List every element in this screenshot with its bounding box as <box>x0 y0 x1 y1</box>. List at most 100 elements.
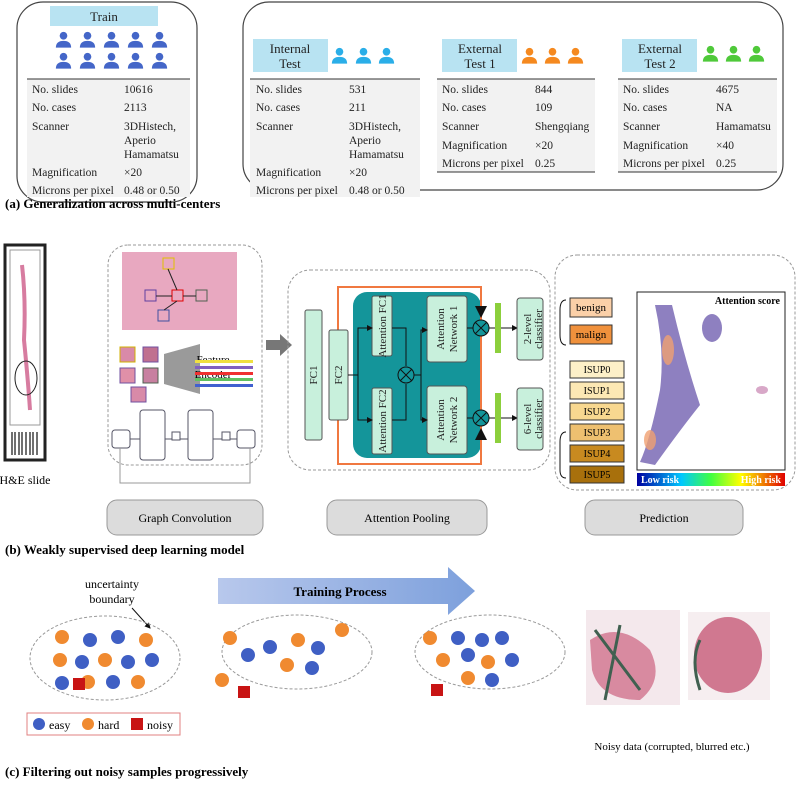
train-header <box>50 6 158 26</box>
barcode-icon <box>11 432 38 455</box>
svg-text:ISUP1: ISUP1 <box>584 386 611 397</box>
svg-text:2113: 2113 <box>124 102 147 114</box>
tissue-image <box>122 252 237 330</box>
svg-text:Test 1: Test 1 <box>464 56 495 71</box>
svg-text:0.48 or 0.50: 0.48 or 0.50 <box>349 185 405 197</box>
boundary-ellipse-2 <box>221 614 373 690</box>
external2-header <box>622 39 697 72</box>
train-people-icon <box>55 31 168 69</box>
noisy-sample <box>73 678 85 690</box>
train-table: No. slides 10616 No. cases 2113 Scanner 3DH… <box>27 78 190 197</box>
easy-sample <box>55 676 69 690</box>
svg-text:0.48 or 0.50: 0.48 or 0.50 <box>124 185 180 197</box>
svg-text:High risk: High risk <box>741 475 782 486</box>
svg-text:Microns per pixel: Microns per pixel <box>623 158 705 170</box>
internal-table: No. slides 531 No. cases 211 Scanner 3DHist… <box>250 78 420 197</box>
svg-text:ISUP3: ISUP3 <box>584 428 611 439</box>
svg-text:No. cases: No. cases <box>32 102 77 114</box>
attention-network-2-block <box>426 385 468 455</box>
arrow-icon <box>266 334 292 356</box>
noisy-sample <box>431 684 443 696</box>
hard-sample <box>55 630 69 644</box>
attention-pooling-box <box>287 269 551 471</box>
slide-label: H&E slide <box>0 473 51 487</box>
easy-sample <box>475 633 489 647</box>
fc1-block <box>304 309 323 441</box>
easy-sample <box>505 653 519 667</box>
easy-sample <box>305 661 319 675</box>
internal-people-icon <box>331 47 395 64</box>
svg-text:Magnification: Magnification <box>256 167 321 179</box>
svg-text:10616: 10616 <box>124 84 153 96</box>
svg-text:Microns per pixel: Microns per pixel <box>256 185 338 197</box>
easy-sample <box>121 655 135 669</box>
svg-text:Attention Pooling: Attention Pooling <box>364 511 450 525</box>
easy-sample <box>106 675 120 689</box>
svg-text:Test 2: Test 2 <box>644 56 675 71</box>
easy-marker <box>33 718 45 730</box>
svg-text:Magnification: Magnification <box>442 140 507 152</box>
samples <box>53 623 519 698</box>
svg-text:Network 1: Network 1 <box>448 306 460 353</box>
svg-text:Hamamatsu: Hamamatsu <box>349 149 404 161</box>
prediction-button[interactable] <box>584 499 744 536</box>
easy-sample <box>75 655 89 669</box>
external2-title: External <box>638 41 682 56</box>
classifier-2-level <box>516 297 544 361</box>
svg-text:211: 211 <box>349 102 366 114</box>
svg-text:0.25: 0.25 <box>716 158 736 170</box>
svg-text:Attention FC2: Attention FC2 <box>377 389 389 452</box>
svg-text:boundary: boundary <box>89 592 134 606</box>
hard-sample <box>461 671 475 685</box>
boundary-ellipse-3 <box>414 614 566 690</box>
hard-sample <box>423 631 437 645</box>
svg-text:No. cases: No. cases <box>256 102 301 114</box>
test-box <box>242 1 784 191</box>
svg-text:844: 844 <box>535 84 553 96</box>
hard-sample <box>215 673 229 687</box>
svg-text:Low risk: Low risk <box>641 475 680 486</box>
hard-sample <box>335 623 349 637</box>
panel-b: H&E slide Feature Encoder <box>0 243 796 557</box>
attention-network-1-block <box>426 295 468 363</box>
feature-encoder <box>164 344 200 394</box>
hard-sample <box>436 653 450 667</box>
hard-marker <box>82 718 94 730</box>
isup-labels: ISUP0 ISUP1 ISUP2 ISUP3 ISUP4 ISUP5 <box>569 360 625 484</box>
feature-bar-1 <box>495 303 501 353</box>
hard-sample <box>291 633 305 647</box>
svg-text:NA: NA <box>716 102 733 114</box>
multiply-icon <box>397 319 490 427</box>
attention-pooling-button[interactable] <box>326 499 488 536</box>
patch-graph <box>144 257 208 322</box>
easy-sample <box>111 630 125 644</box>
boundary-ellipse-1 <box>29 615 181 701</box>
svg-text:Prediction: Prediction <box>639 511 688 525</box>
internal-header <box>253 39 328 72</box>
external1-header <box>442 39 517 72</box>
external1-title: External <box>458 41 502 56</box>
easy-sample <box>461 648 475 662</box>
easy-sample <box>241 648 255 662</box>
svg-text:×20: ×20 <box>535 140 553 152</box>
gcn-layers <box>111 409 256 484</box>
svg-text:Graph Convolution: Graph Convolution <box>139 511 232 525</box>
graph-conv-box <box>107 244 263 466</box>
svg-text:Magnification: Magnification <box>623 140 688 152</box>
svg-text:Attention: Attention <box>435 308 447 350</box>
attention-score-label: Attention score <box>715 296 781 307</box>
svg-text:hard: hard <box>98 718 119 732</box>
svg-text:0.25: 0.25 <box>535 158 555 170</box>
panel-c: uncertainty boundary Training Process ea… <box>5 567 770 779</box>
svg-text:benign: benign <box>576 302 606 314</box>
svg-text:classifier: classifier <box>533 399 545 439</box>
graph-convolution-button[interactable] <box>106 499 264 536</box>
svg-text:ISUP0: ISUP0 <box>584 365 611 376</box>
svg-text:Microns per pixel: Microns per pixel <box>442 158 524 170</box>
easy-sample <box>83 633 97 647</box>
svg-text:Hamamatsu: Hamamatsu <box>716 121 771 133</box>
label-benign <box>569 297 613 318</box>
svg-text:2-level: 2-level <box>522 314 534 345</box>
svg-text:Microns per pixel: Microns per pixel <box>32 185 114 197</box>
svg-text:Magnification: Magnification <box>32 167 97 179</box>
